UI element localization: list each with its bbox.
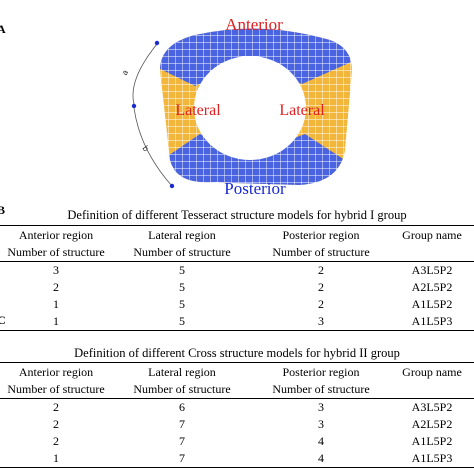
subheader-group (390, 244, 474, 262)
cell: 5 (112, 313, 252, 331)
subheader-row: Number of structure Number of structure … (0, 244, 474, 262)
cell: 5 (179, 297, 185, 311)
panel-letter-b: B (0, 203, 6, 217)
table-c-caption: Definition of different Cross structure … (74, 346, 400, 360)
cell: 2 (53, 280, 59, 294)
anterior-label: Anterior (225, 15, 283, 34)
tesseract-table: Anterior region Lateral region Posterior… (0, 225, 474, 331)
cell: A1L5P3 (390, 450, 474, 468)
cell: 4 (252, 450, 390, 468)
subheader-posterior: Number of structure (252, 244, 390, 262)
header-posterior: Posterior region (252, 225, 390, 244)
cell: 7 (179, 417, 185, 431)
cell: 2 (318, 263, 324, 277)
table-row: 3 5 2 A3L5P2 (0, 262, 474, 280)
header-anterior: Anterior region (0, 362, 112, 381)
header-row: Anterior region Lateral region Posterior… (0, 362, 474, 381)
cell: 3 (252, 313, 390, 331)
header-lateral: Lateral region (112, 362, 252, 381)
subheader-posterior: Number of structure (252, 381, 390, 399)
lateral-right-label: Lateral (279, 102, 325, 119)
cell: 4 (318, 434, 324, 448)
cell: 3 (53, 263, 59, 277)
lateral-left-label: Lateral (175, 102, 221, 119)
cell: 6 (179, 400, 185, 414)
header-group-name: Group name (390, 362, 474, 381)
cell: A2L5P2 (411, 417, 453, 431)
panel-letter-a: A (0, 22, 6, 36)
cell: 2 (53, 400, 59, 414)
cell: 2 (318, 280, 324, 294)
subheader-anterior: Number of structure (0, 244, 112, 262)
cell: A3L5P2 (411, 400, 453, 414)
cross-table: Anterior region Lateral region Posterior… (0, 362, 474, 468)
cell: 2 (53, 417, 59, 431)
table-row: 2 7 4 A1L5P2 (0, 433, 474, 450)
table-b-caption: Definition of different Tesseract struct… (67, 208, 407, 222)
svg-text:b: b (140, 144, 150, 153)
cell: 1 (0, 450, 112, 468)
cell: 3 (318, 400, 324, 414)
table-row: 1 7 4 A1L5P3 (0, 450, 474, 468)
header-row: Anterior region Lateral region Posterior… (0, 225, 474, 244)
table-row: 2 7 3 A2L5P2 (0, 416, 474, 433)
cell: A1L5P3 (390, 313, 474, 331)
subheader-anterior: Number of structure (0, 381, 112, 399)
table-row: 2 5 2 A2L5P2 (0, 279, 474, 296)
table-row: 1 5 3 A1L5P3 (0, 313, 474, 331)
header-group-name: Group name (390, 225, 474, 244)
cell: 1 (53, 297, 59, 311)
subheader-group (390, 381, 474, 399)
cell: 7 (179, 434, 185, 448)
vertebral-ring-diagram: a b Anterior Lateral Lateral Posterior (120, 15, 352, 198)
subheader-lateral: Number of structure (112, 381, 252, 399)
header-anterior: Anterior region (0, 225, 112, 244)
cell: 1 (0, 313, 112, 331)
cell: 2 (318, 297, 324, 311)
cell: 7 (112, 450, 252, 468)
header-lateral: Lateral region (112, 225, 252, 244)
posterior-label: Posterior (224, 179, 286, 198)
cell: 3 (318, 417, 324, 431)
subheader-row: Number of structure Number of structure … (0, 381, 474, 399)
subheader-lateral: Number of structure (112, 244, 252, 262)
cell: A3L5P2 (411, 263, 453, 277)
cell: 5 (179, 280, 185, 294)
svg-text:a: a (120, 68, 130, 77)
cell: 5 (179, 263, 185, 277)
table-row: 1 5 2 A1L5P2 (0, 296, 474, 313)
cell: A1L5P2 (411, 434, 453, 448)
cell: A2L5P2 (411, 280, 453, 294)
cell: A1L5P2 (411, 297, 453, 311)
table-row: 2 6 3 A3L5P2 (0, 399, 474, 417)
header-posterior: Posterior region (252, 362, 390, 381)
cell: 2 (53, 434, 59, 448)
